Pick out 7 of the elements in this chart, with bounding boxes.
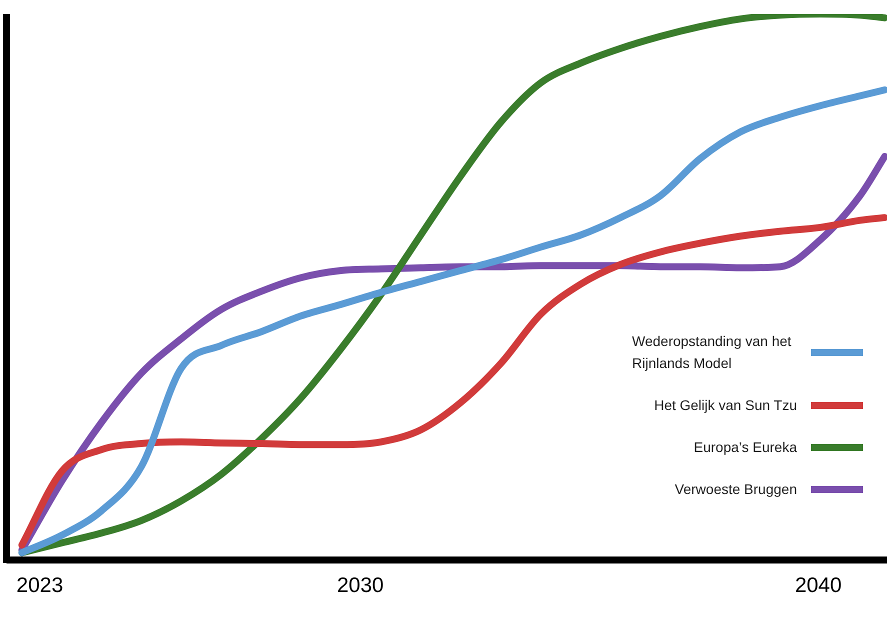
- x-tick-label: 2023: [16, 574, 64, 598]
- legend-label: Europa’s Eureka: [694, 438, 797, 457]
- legend-label: Wederopstanding van het Rijnlands Model: [632, 332, 792, 373]
- x-tick-label: 2030: [336, 574, 384, 598]
- legend-label: Verwoeste Bruggen: [674, 480, 797, 499]
- x-tick-label: 2040: [794, 574, 842, 598]
- legend-label: Het Gelijk van Sun Tzu: [654, 396, 797, 415]
